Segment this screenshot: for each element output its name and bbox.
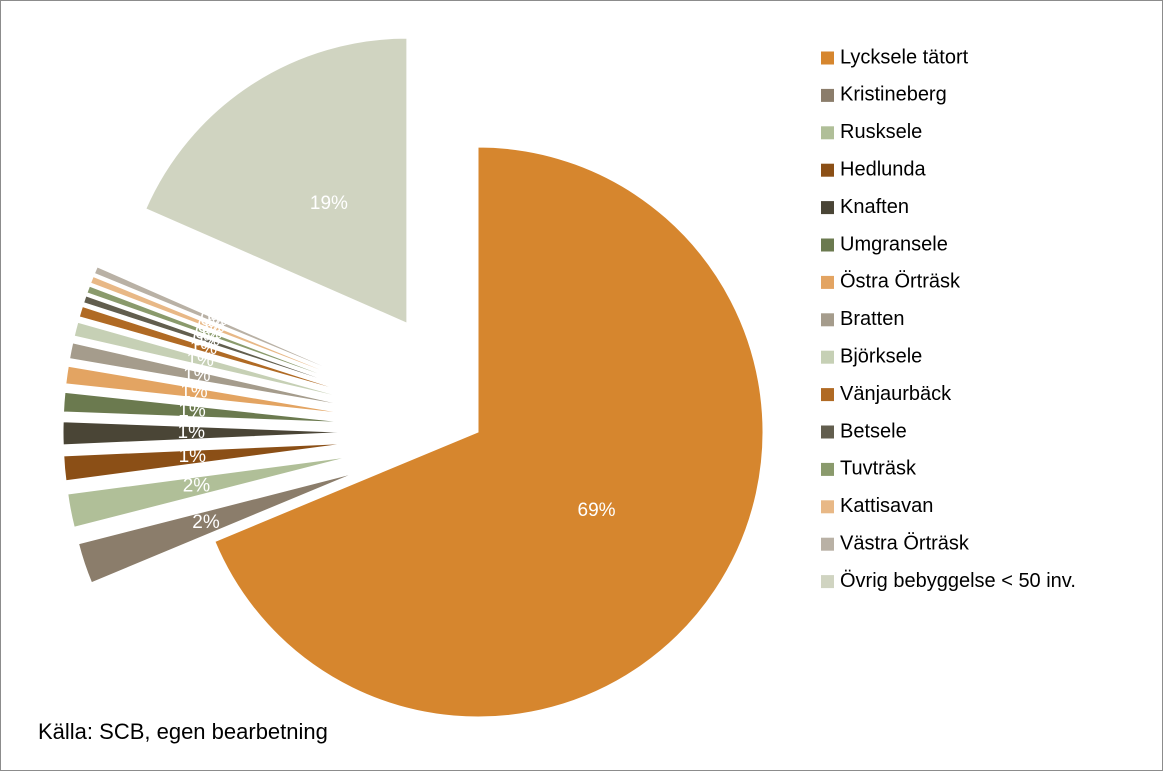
data-label: 1% [178,422,206,443]
legend-swatch [821,500,834,514]
data-label: 69% [578,500,616,521]
pie-slice [78,305,354,395]
pie-slice [214,146,764,718]
data-label: 1% [190,338,218,359]
legend-label: Tuvträsk [840,458,917,480]
legend-swatch [821,201,834,215]
legend-label: Björksele [840,345,922,367]
data-label: 2% [183,475,211,496]
legend-swatch [821,51,834,65]
pie-slice [93,266,359,382]
data-label: 0% [197,316,225,337]
legend-label: Umgransele [840,233,948,255]
pie-slice [63,391,349,424]
pie-slice [62,421,349,446]
legend-swatch [821,163,834,177]
pie-slice [63,442,349,482]
legend-label: Övrig bebyggelse < 50 inv. [840,570,1076,592]
legend-label: Östra Örträsk [840,271,961,293]
legend-swatch [821,388,834,402]
data-label: 2% [192,512,220,533]
data-label: 0% [193,329,221,350]
data-label: 0% [200,309,228,330]
pie-slice [89,275,358,385]
data-label: 1% [180,382,208,403]
pie-slice [68,342,351,408]
legend-label: Hedlunda [840,158,927,180]
data-label: 19% [310,193,348,214]
data-label: 0% [195,323,223,344]
data-label: 1% [186,350,214,371]
legend-label: Kattisavan [840,495,933,517]
legend-swatch [821,537,834,551]
legend-label: Betsele [840,420,907,442]
legend-swatch [821,88,834,102]
legend-swatch [821,275,834,289]
source-note: Källa: SCB, egen bearbetning [38,719,328,744]
pie-slice [145,37,408,324]
data-label: 1% [179,446,207,467]
legend-label: Västra Örträsk [840,532,970,554]
legend-swatch [821,238,834,252]
legend-label: Kristineberg [840,84,947,106]
pie-slice [65,365,350,415]
legend-swatch [821,350,834,364]
legend-swatch [821,126,834,140]
pie-slice [83,295,355,391]
legend-label: Lycksele tätort [840,46,969,68]
pie-slice [77,472,355,584]
pie-slice [73,321,353,401]
legend-label: Rusksele [840,121,922,143]
pie-slice [67,456,351,528]
legend-label: Knaften [840,196,909,218]
pie-slice [86,285,357,388]
legend-label: Bratten [840,308,904,330]
legend-swatch [821,462,834,476]
legend-swatch [821,313,834,327]
data-label: 1% [178,400,206,421]
legend-label: Vänjaurbäck [840,383,952,405]
legend-swatch [821,425,834,439]
data-label: 1% [183,365,211,386]
legend-swatch [821,575,834,589]
